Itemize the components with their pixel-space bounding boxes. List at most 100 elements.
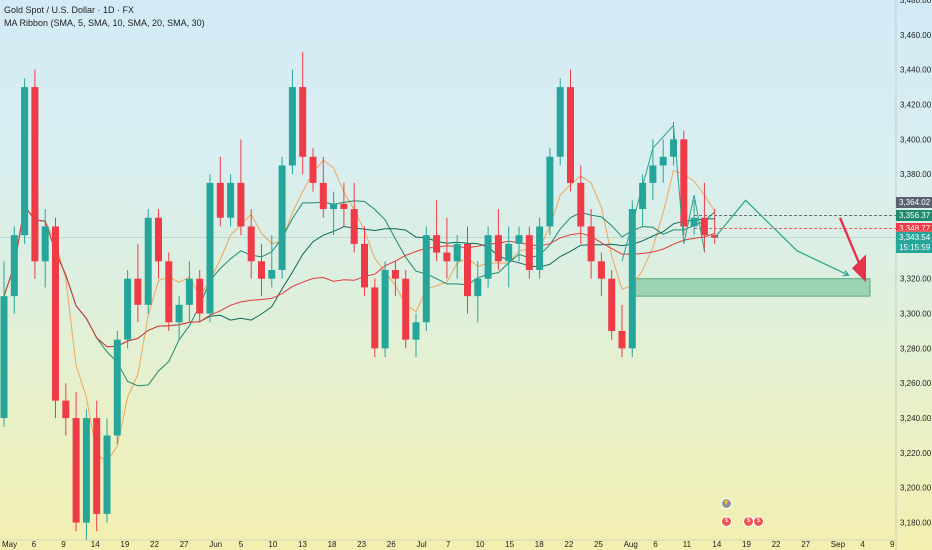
time-axis-label: 9 [890, 540, 895, 549]
dividend-event-icon[interactable]: $ [753, 516, 764, 527]
time-axis-label: 19 [120, 540, 129, 549]
candle-body [608, 278, 616, 331]
dividend-event-icon[interactable]: $ [721, 516, 732, 527]
candle-body [639, 182, 647, 210]
candle-body [515, 235, 523, 244]
time-axis-label: Jun [209, 540, 222, 549]
lightning-event-icon[interactable]: ⚡ [721, 498, 732, 509]
candle-body [525, 235, 533, 270]
candle-body [155, 217, 162, 262]
price-axis-label: 3,220.00 [900, 449, 932, 458]
candle-body [185, 278, 193, 305]
pattern-line [621, 124, 705, 262]
candle-body [31, 87, 39, 262]
price-axis-label: 3,460.00 [900, 31, 932, 40]
price-tag: 3,348.77 [896, 223, 932, 235]
price-tag: 3,364.02 [896, 196, 932, 208]
candle-body [41, 226, 49, 262]
candle-body [72, 418, 80, 523]
candle-body [464, 243, 471, 297]
candle-body [556, 87, 564, 157]
candle-body [546, 156, 554, 227]
candle-body [134, 278, 142, 305]
candle-body [577, 182, 585, 227]
price-axis-label: 3,240.00 [900, 414, 932, 423]
time-axis-label: 5 [239, 540, 244, 549]
candle-body [381, 270, 389, 349]
candle-body [453, 243, 461, 262]
price-axis-label: 3,480.00 [900, 0, 932, 5]
candle-body [567, 87, 574, 183]
time-axis-label: 14 [712, 540, 721, 549]
candle-body [422, 235, 430, 323]
price-axis-label: 3,200.00 [900, 484, 932, 493]
candle-body [670, 139, 677, 157]
price-axis-label: 3,420.00 [900, 101, 932, 110]
candle-body [474, 278, 482, 297]
candle-body [52, 226, 59, 401]
candle-body [237, 182, 245, 227]
candle-body [247, 226, 255, 262]
time-axis-label: 22 [564, 540, 573, 549]
time-axis-label: 13 [298, 540, 307, 549]
time-axis-label: 9 [61, 540, 66, 549]
time-axis-label: 7 [446, 540, 451, 549]
time-axis-label: 26 [387, 540, 396, 549]
candle-body [690, 217, 698, 227]
candle-body [433, 235, 441, 253]
price-tag: 3,343.54 [896, 232, 932, 244]
time-axis-label: 25 [594, 540, 603, 549]
candle-body [536, 226, 544, 270]
time-axis-label: 22 [150, 540, 159, 549]
bearish-arrow [838, 217, 864, 271]
candle-body [216, 182, 224, 218]
price-axis-label: 3,400.00 [900, 135, 932, 144]
indicator-title[interactable]: MA Ribbon (SMA, 5, SMA, 10, SMA, 20, SMA… [4, 18, 205, 28]
candle-body [412, 322, 420, 340]
time-axis-label: 15 [505, 540, 514, 549]
ma-20-line [3, 204, 715, 348]
projection-arrowhead [842, 270, 850, 277]
time-axis-label: 4 [860, 540, 865, 549]
price-axis-label: 3,300.00 [900, 310, 932, 319]
bearish-arrowhead [852, 254, 866, 283]
candle-body [82, 418, 90, 523]
time-axis-label: 6 [32, 540, 37, 549]
time-axis-label: 18 [328, 540, 337, 549]
candle-body [113, 339, 121, 436]
time-axis-label: 27 [801, 540, 810, 549]
candle-body [484, 235, 492, 279]
candle-body [587, 226, 595, 262]
time-axis-label: 18 [535, 540, 544, 549]
projection-path [714, 199, 849, 276]
ma-10-line [3, 200, 716, 387]
candle-body [309, 156, 317, 183]
time-axis-label: 27 [180, 540, 189, 549]
candle-body [340, 203, 348, 210]
time-axis-label: Aug [624, 540, 638, 549]
candle-body [93, 418, 101, 514]
candle-body [299, 87, 307, 157]
price-axis-label: 3,320.00 [900, 275, 932, 284]
symbol-title[interactable]: Gold Spot / U.S. Dollar · 1D · FX [4, 5, 135, 15]
price-axis-label: 3,280.00 [900, 344, 932, 353]
candle-body [165, 261, 173, 323]
candle-body [103, 435, 111, 514]
support-zone [631, 278, 871, 297]
time-axis-label: May [2, 540, 17, 549]
ma-5-line [3, 159, 716, 463]
candle-body [443, 252, 451, 262]
time-axis-label: 23 [357, 540, 366, 549]
time-axis-label: 14 [91, 540, 100, 549]
candle-body [319, 182, 327, 210]
time-axis-label: 6 [653, 540, 658, 549]
time-axis-label: 10 [476, 540, 485, 549]
candle-body [175, 304, 183, 323]
price-axis-label: 3,380.00 [900, 170, 932, 179]
candle-body [124, 278, 132, 340]
price-tag: 15:15:59 [896, 241, 932, 253]
price-axis-label: 3,440.00 [900, 66, 932, 75]
candle-body [402, 278, 410, 340]
